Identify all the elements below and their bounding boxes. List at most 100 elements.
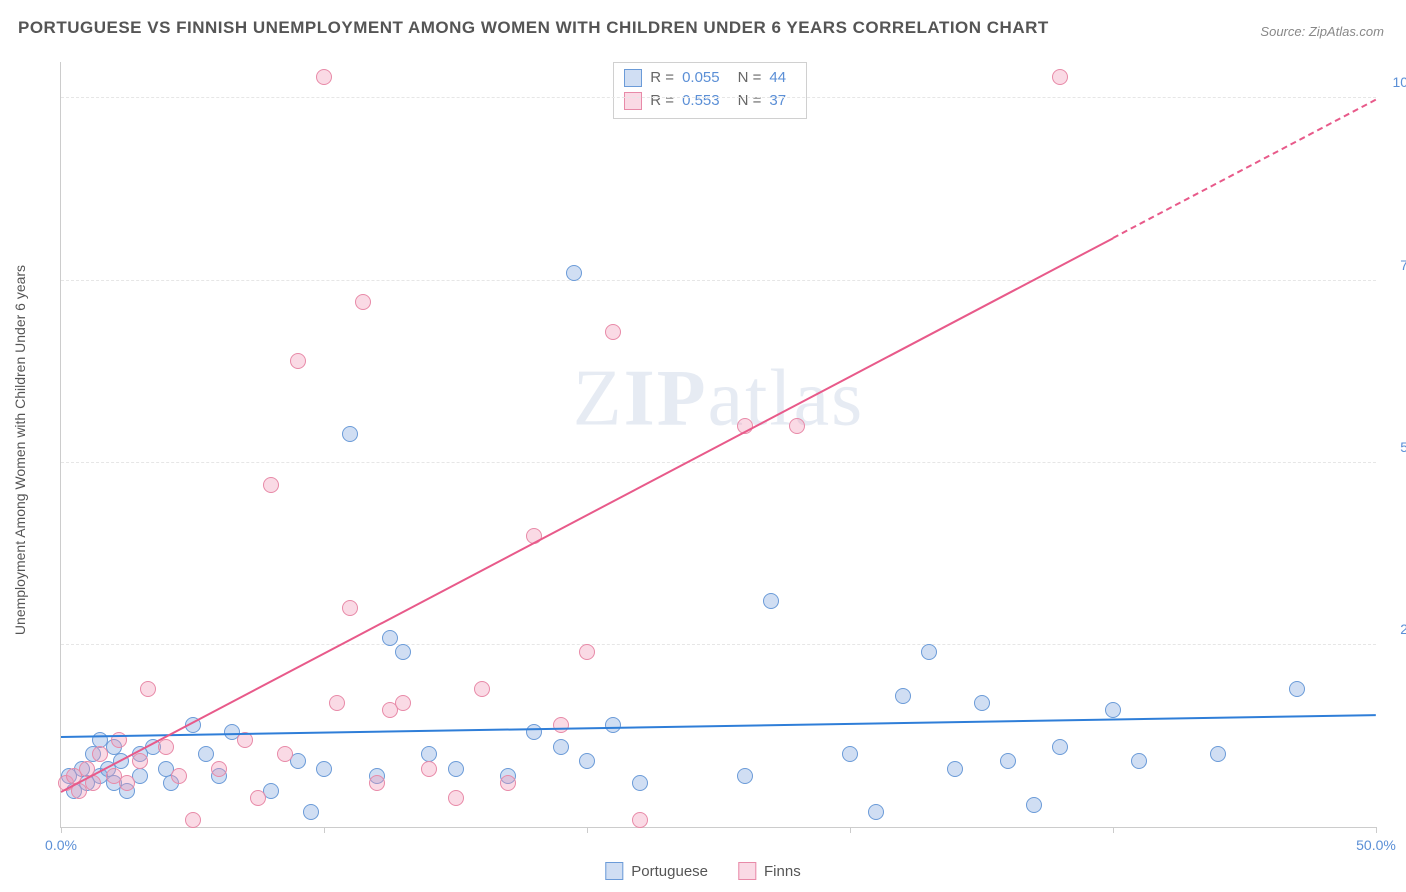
data-point bbox=[1105, 702, 1121, 718]
plot-area: ZIPatlas R = 0.055N = 44R = 0.553N = 37 … bbox=[60, 62, 1376, 828]
data-point bbox=[605, 717, 621, 733]
data-point bbox=[342, 600, 358, 616]
gridline bbox=[61, 644, 1376, 645]
stat-r-label: R = bbox=[650, 67, 674, 90]
data-point bbox=[277, 746, 293, 762]
x-tick bbox=[850, 827, 851, 833]
stat-n-value: 44 bbox=[769, 67, 786, 90]
data-point bbox=[553, 739, 569, 755]
legend-item: Finns bbox=[738, 862, 801, 880]
scatter-chart: Unemployment Among Women with Children U… bbox=[50, 48, 1386, 852]
data-point bbox=[382, 630, 398, 646]
y-tick-label: 25.0% bbox=[1400, 621, 1406, 637]
data-point bbox=[566, 265, 582, 281]
y-tick-label: 50.0% bbox=[1400, 439, 1406, 455]
x-tick-label: 50.0% bbox=[1356, 837, 1396, 853]
data-point bbox=[1000, 753, 1016, 769]
data-point bbox=[290, 353, 306, 369]
data-point bbox=[92, 746, 108, 762]
trend-line bbox=[61, 714, 1376, 738]
y-axis-label: Unemployment Among Women with Children U… bbox=[12, 265, 28, 635]
legend-swatch bbox=[624, 92, 642, 110]
data-point bbox=[1026, 797, 1042, 813]
data-point bbox=[605, 324, 621, 340]
y-tick-label: 75.0% bbox=[1400, 257, 1406, 273]
data-point bbox=[132, 753, 148, 769]
data-point bbox=[763, 593, 779, 609]
data-point bbox=[1131, 753, 1147, 769]
legend-swatch bbox=[738, 862, 756, 880]
stat-n-value: 37 bbox=[769, 90, 786, 113]
data-point bbox=[303, 804, 319, 820]
x-tick-label: 0.0% bbox=[45, 837, 77, 853]
x-tick bbox=[587, 827, 588, 833]
y-tick-label: 100.0% bbox=[1393, 74, 1406, 90]
data-point bbox=[474, 681, 490, 697]
data-point bbox=[842, 746, 858, 762]
data-point bbox=[119, 775, 135, 791]
legend-label: Finns bbox=[764, 863, 801, 880]
legend-item: Portuguese bbox=[605, 862, 708, 880]
data-point bbox=[921, 644, 937, 660]
x-tick bbox=[324, 827, 325, 833]
gridline bbox=[61, 462, 1376, 463]
x-tick bbox=[1376, 827, 1377, 833]
stat-r-value: 0.553 bbox=[682, 90, 720, 113]
data-point bbox=[355, 294, 371, 310]
data-point bbox=[579, 753, 595, 769]
stats-row: R = 0.553 N = 37 bbox=[624, 90, 796, 113]
data-point bbox=[395, 695, 411, 711]
data-point bbox=[1052, 739, 1068, 755]
correlation-stats-box: R = 0.055 N = 44 R = 0.553 N = 37 bbox=[613, 62, 807, 119]
data-point bbox=[342, 426, 358, 442]
source-label: Source: bbox=[1260, 24, 1305, 39]
stats-row: R = 0.055 N = 44 bbox=[624, 67, 796, 90]
chart-legend: Portuguese Finns bbox=[605, 862, 800, 880]
legend-swatch bbox=[605, 862, 623, 880]
data-point bbox=[448, 761, 464, 777]
data-point bbox=[947, 761, 963, 777]
data-point bbox=[198, 746, 214, 762]
stat-r-label: R = bbox=[650, 90, 674, 113]
data-point bbox=[369, 775, 385, 791]
legend-swatch bbox=[624, 69, 642, 87]
data-point bbox=[974, 695, 990, 711]
x-tick bbox=[1113, 827, 1114, 833]
data-point bbox=[250, 790, 266, 806]
data-point bbox=[579, 644, 595, 660]
data-point bbox=[421, 761, 437, 777]
data-point bbox=[553, 717, 569, 733]
data-point bbox=[316, 761, 332, 777]
data-point bbox=[1052, 69, 1068, 85]
gridline bbox=[61, 280, 1376, 281]
legend-label: Portuguese bbox=[631, 863, 708, 880]
trend-line bbox=[61, 237, 1114, 792]
watermark: ZIPatlas bbox=[573, 353, 864, 444]
data-point bbox=[632, 812, 648, 828]
source-value: ZipAtlas.com bbox=[1309, 24, 1384, 39]
data-point bbox=[1210, 746, 1226, 762]
data-point bbox=[263, 477, 279, 493]
data-point bbox=[526, 724, 542, 740]
gridline bbox=[61, 97, 1376, 98]
stat-n-label: N = bbox=[738, 90, 762, 113]
data-point bbox=[395, 644, 411, 660]
data-point bbox=[185, 812, 201, 828]
data-point bbox=[211, 761, 227, 777]
stat-r-value: 0.055 bbox=[682, 67, 720, 90]
data-point bbox=[448, 790, 464, 806]
data-point bbox=[140, 681, 156, 697]
data-point bbox=[329, 695, 345, 711]
source-attribution: Source: ZipAtlas.com bbox=[1260, 24, 1384, 39]
data-point bbox=[789, 418, 805, 434]
stat-n-label: N = bbox=[738, 67, 762, 90]
x-tick bbox=[61, 827, 62, 833]
data-point bbox=[1289, 681, 1305, 697]
data-point bbox=[316, 69, 332, 85]
trend-line-extrapolated bbox=[1113, 99, 1377, 239]
data-point bbox=[171, 768, 187, 784]
data-point bbox=[895, 688, 911, 704]
data-point bbox=[868, 804, 884, 820]
data-point bbox=[632, 775, 648, 791]
data-point bbox=[500, 775, 516, 791]
